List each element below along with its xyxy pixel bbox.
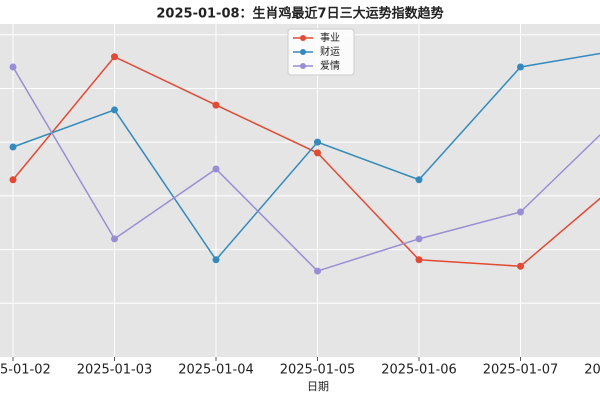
x-tick-label: 2025-01-05 [280,363,356,378]
point [314,267,321,275]
legend-label: 爱情 [320,59,340,72]
x-tick-label: 2025-01-08 [584,363,600,378]
legend-marker [300,49,306,55]
point [212,256,220,264]
x-tick-label: 2025-01-03 [77,363,153,378]
point [212,101,220,109]
point [212,165,220,173]
legend-label: 财运 [320,45,340,58]
point [415,256,423,264]
lines [9,52,600,275]
legend-marker [300,35,306,41]
point [314,149,321,157]
x-tick-label: 2025-01-06 [381,363,457,378]
legend-marker [300,63,306,69]
point [9,63,17,71]
x-tick-label: 2025-01-04 [178,363,254,378]
x-axis-label: 日期 [307,380,329,393]
point [111,235,118,243]
point [314,138,321,146]
point [517,63,524,71]
point [9,143,17,151]
point [415,176,423,184]
point [517,208,524,216]
point [111,106,118,114]
plot-background [0,24,600,357]
chart-title: 2025-01-08：生肖鸡最近7日三大运势指数趋势 [156,6,443,22]
point [111,53,118,61]
x-tick-label: 2025-01-02 [0,363,51,378]
point [517,262,524,270]
legend-label: 事业 [320,31,340,44]
point [9,176,17,184]
x-tick-label: 2025-01-07 [483,363,559,378]
point [415,235,423,243]
